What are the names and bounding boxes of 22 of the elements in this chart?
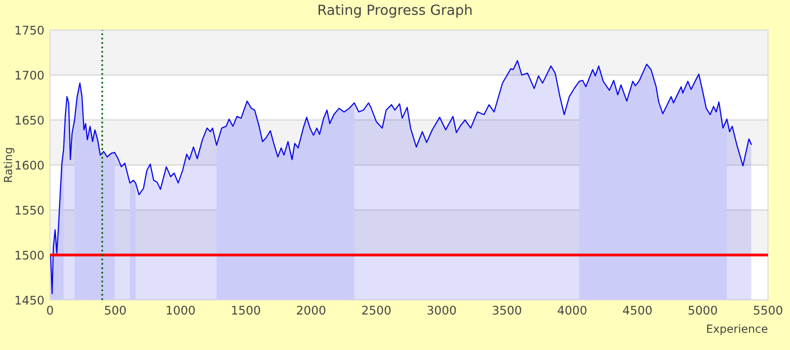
- y-tick-label: 1500: [16, 250, 44, 260]
- x-tick-label: 1500: [232, 306, 260, 315]
- y-tick-label: 1750: [16, 26, 44, 35]
- x-axis-title: Experience: [707, 324, 768, 336]
- y-tick-label: 1600: [16, 160, 44, 170]
- x-tick-label: 5500: [754, 306, 782, 315]
- x-tick-label: 0: [47, 306, 53, 315]
- x-tick-label: 5000: [688, 306, 717, 315]
- x-tick-label: 4000: [558, 306, 586, 315]
- x-tick-label: 2000: [296, 306, 326, 315]
- x-tick-label: 1000: [166, 306, 195, 315]
- chart-title: Rating Progress Graph: [318, 4, 472, 18]
- x-tick-label: 2500: [362, 306, 391, 315]
- x-tick-label: 3000: [428, 306, 456, 315]
- y-tick-label: 1450: [16, 296, 44, 305]
- x-tick-label: 3500: [492, 306, 522, 315]
- x-tick-label: 500: [104, 306, 126, 315]
- y-tick-label: 1650: [16, 116, 44, 125]
- y-tick-label: 1550: [16, 206, 44, 215]
- x-tick-label: 4500: [623, 306, 652, 315]
- y-tick-label: 1700: [16, 70, 44, 80]
- y-axis-title: Rating: [4, 148, 14, 182]
